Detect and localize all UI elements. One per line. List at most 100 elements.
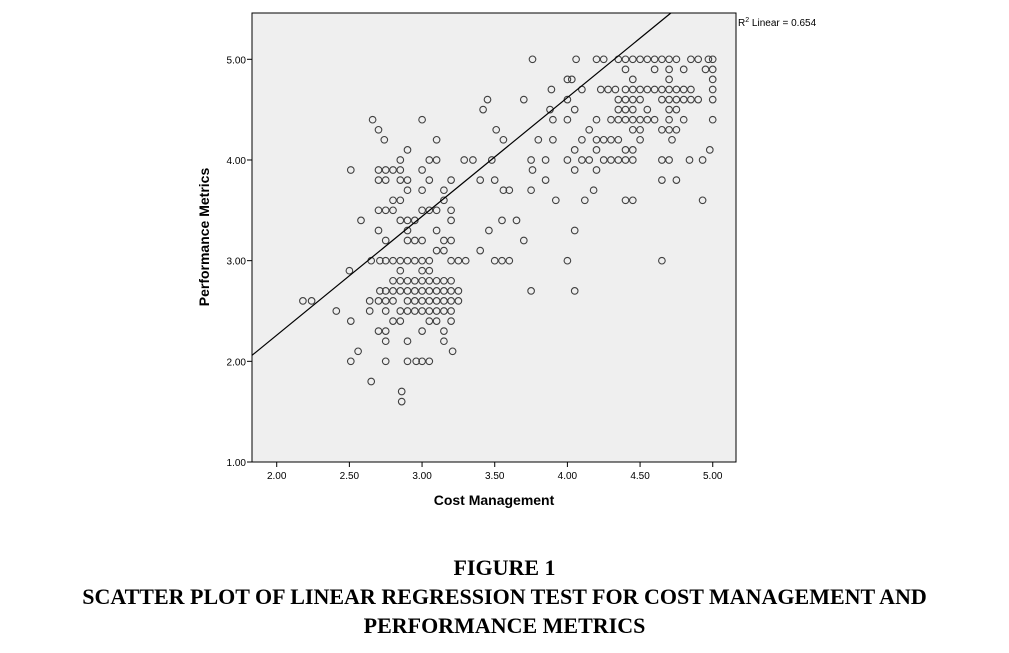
data-point [490,256,499,265]
data-point [685,156,694,164]
data-point [447,307,455,315]
data-point [381,206,390,215]
data-point [396,166,405,174]
data-point [592,135,601,144]
data-point [425,256,434,265]
data-point [418,115,426,124]
data-point [636,125,644,134]
data-point [440,276,448,285]
data-point [425,176,434,184]
data-point [365,297,374,305]
data-point [614,95,623,104]
figure-caption-title-line1: SCATTER PLOT OF LINEAR REGRESSION TEST F… [82,584,927,609]
data-point [589,186,598,195]
data-point [567,75,576,84]
data-point [461,256,470,265]
data-point [679,85,688,94]
data-point [487,156,496,164]
data-point [403,186,412,195]
data-point [346,357,355,366]
data-point [403,216,412,225]
data-point [643,115,652,124]
x-tick-label: 5.00 [703,471,723,482]
data-point [687,95,695,104]
data-point [410,236,419,245]
regression-line [251,12,672,356]
data-point [512,216,521,225]
data-point [672,125,681,134]
data-point [643,85,652,94]
data-point [447,276,455,285]
data-point [498,256,506,265]
data-point [621,85,630,94]
data-point [705,146,714,154]
data-point [643,55,652,64]
data-point [570,146,579,154]
data-point [396,307,405,315]
data-point [585,156,594,164]
data-point [658,156,666,164]
data-point [440,287,448,295]
data-point [396,256,405,265]
data-point [658,55,666,64]
data-point [578,135,586,144]
data-point [389,166,397,174]
data-point [592,166,601,174]
data-point [432,276,441,285]
data-point [381,327,390,335]
data-point [403,256,412,265]
y-tick-label: 4.00 [227,156,247,167]
data-points [299,55,717,406]
data-point [425,156,434,164]
data-point [376,287,384,295]
data-point [541,176,550,184]
data-point [628,146,637,154]
data-point [396,287,405,295]
data-point [563,156,572,164]
data-point [621,156,630,164]
data-point [389,297,397,305]
data-point [440,196,448,205]
data-point [418,186,426,195]
y-axis-ticks: 1.00 2.00 3.00 4.00 5.00 [227,55,252,469]
data-point [687,85,695,94]
data-point [658,95,666,104]
data-point [380,135,389,144]
data-point [628,95,637,104]
data-point [498,216,506,225]
data-point [672,105,681,114]
data-point [454,297,463,305]
data-point [397,387,406,396]
data-point [672,95,681,104]
data-point [448,347,457,356]
data-point [374,176,383,184]
data-point [665,75,673,84]
data-point [519,95,528,104]
data-point [357,216,365,225]
y-tick-label: 5.00 [227,55,247,66]
x-tick-label: 3.50 [485,471,505,482]
data-point [658,256,666,265]
data-point [604,85,612,94]
data-point [425,276,434,285]
data-point [440,297,448,305]
data-point [418,357,426,366]
data-point [354,347,362,356]
data-point [570,226,579,235]
data-point [499,186,508,195]
data-point [432,135,441,144]
data-point [572,55,580,64]
data-point [621,105,630,114]
data-point [418,297,426,305]
data-point [580,196,589,205]
data-point [694,95,703,104]
data-point [381,176,390,184]
data-point [418,206,426,215]
data-point [614,156,623,164]
data-point [374,226,383,235]
data-point [403,176,412,184]
data-point [701,65,710,74]
data-point [704,55,713,64]
data-point [376,256,384,265]
data-point [658,85,666,94]
